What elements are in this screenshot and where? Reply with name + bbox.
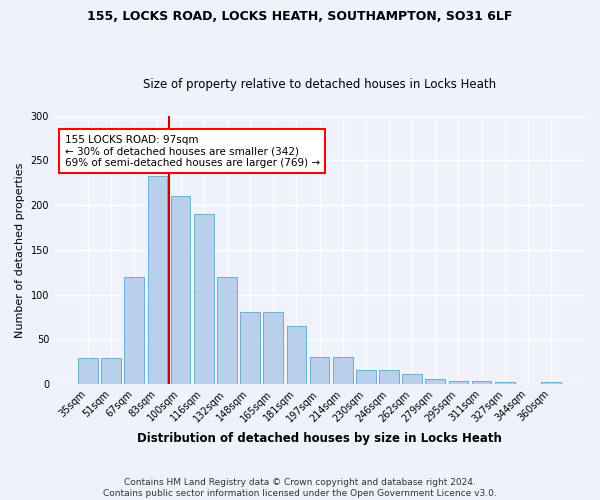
Title: Size of property relative to detached houses in Locks Heath: Size of property relative to detached ho…	[143, 78, 496, 91]
Bar	[124, 276, 144, 384]
Bar	[333, 357, 353, 384]
Bar	[425, 378, 445, 384]
Text: Contains HM Land Registry data © Crown copyright and database right 2024.
Contai: Contains HM Land Registry data © Crown c…	[103, 478, 497, 498]
Bar	[263, 312, 283, 384]
Bar	[171, 196, 190, 384]
Bar	[217, 276, 237, 384]
Text: 155, LOCKS ROAD, LOCKS HEATH, SOUTHAMPTON, SO31 6LF: 155, LOCKS ROAD, LOCKS HEATH, SOUTHAMPTO…	[88, 10, 512, 23]
Bar	[402, 374, 422, 384]
Bar	[194, 214, 214, 384]
Bar	[240, 312, 260, 384]
Bar	[449, 381, 468, 384]
Bar	[541, 382, 561, 384]
Text: 155 LOCKS ROAD: 97sqm
← 30% of detached houses are smaller (342)
69% of semi-det: 155 LOCKS ROAD: 97sqm ← 30% of detached …	[65, 134, 320, 168]
Bar	[472, 381, 491, 384]
Bar	[287, 326, 306, 384]
Y-axis label: Number of detached properties: Number of detached properties	[15, 162, 25, 338]
Bar	[148, 176, 167, 384]
Bar	[495, 382, 515, 384]
Bar	[101, 358, 121, 384]
Bar	[310, 357, 329, 384]
Bar	[78, 358, 98, 384]
Bar	[379, 370, 399, 384]
X-axis label: Distribution of detached houses by size in Locks Heath: Distribution of detached houses by size …	[137, 432, 502, 445]
Bar	[356, 370, 376, 384]
